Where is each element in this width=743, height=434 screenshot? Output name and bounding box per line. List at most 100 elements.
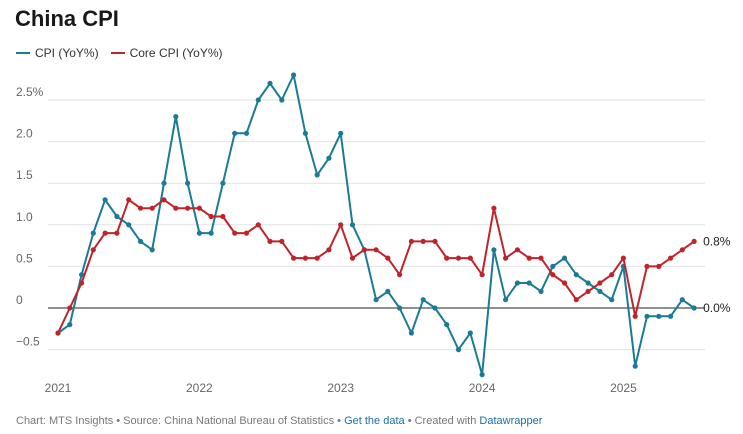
data-point bbox=[385, 255, 391, 261]
y-tick-label: −0.5 bbox=[16, 335, 40, 349]
data-point bbox=[161, 197, 167, 203]
data-point bbox=[373, 297, 379, 303]
data-point bbox=[314, 255, 320, 261]
data-point bbox=[691, 238, 697, 244]
footer: Chart: MTS Insights • Source: China Nati… bbox=[16, 415, 542, 427]
data-point bbox=[102, 230, 108, 236]
data-point bbox=[137, 238, 144, 244]
data-point bbox=[349, 255, 356, 261]
y-tick-label: 1.5 bbox=[16, 168, 33, 182]
data-point bbox=[267, 80, 273, 86]
footer-source: Chart: MTS Insights • Source: China Nati… bbox=[16, 415, 342, 427]
data-point bbox=[514, 280, 521, 286]
data-point bbox=[102, 197, 108, 203]
get-data-link[interactable]: Get the data bbox=[344, 415, 405, 427]
data-point bbox=[220, 180, 226, 186]
data-point bbox=[408, 238, 414, 244]
data-point bbox=[585, 280, 591, 286]
legend-label-cpi: CPI (YoY%) bbox=[35, 46, 99, 60]
data-point bbox=[573, 297, 579, 303]
datawrapper-link[interactable]: Datawrapper bbox=[479, 415, 543, 427]
data-point bbox=[609, 272, 615, 278]
data-point bbox=[432, 238, 438, 244]
y-tick-label: 2.0 bbox=[16, 127, 33, 141]
data-point bbox=[90, 247, 96, 253]
data-point bbox=[137, 205, 144, 211]
chart-title: China CPI bbox=[15, 6, 119, 31]
data-point bbox=[444, 255, 450, 261]
data-point bbox=[126, 197, 132, 203]
data-point bbox=[385, 288, 391, 294]
data-point bbox=[90, 230, 96, 236]
data-point bbox=[467, 255, 473, 261]
y-tick-label: 0.5 bbox=[16, 251, 33, 265]
data-point bbox=[644, 313, 650, 319]
data-point bbox=[420, 297, 426, 303]
legend-swatch-cpi bbox=[16, 52, 30, 54]
data-point bbox=[573, 272, 579, 278]
data-point bbox=[185, 180, 191, 186]
data-point bbox=[302, 130, 308, 136]
data-point bbox=[526, 280, 532, 286]
data-point bbox=[479, 272, 485, 278]
data-point bbox=[620, 255, 627, 261]
data-point bbox=[243, 230, 250, 236]
y-tick-label: 2.5% bbox=[16, 85, 44, 99]
data-point bbox=[114, 230, 120, 236]
data-point bbox=[538, 288, 544, 294]
data-point bbox=[326, 247, 332, 253]
data-point bbox=[291, 255, 297, 261]
data-point bbox=[668, 255, 674, 261]
data-point bbox=[538, 255, 544, 261]
end-label-cpi: 0.0% bbox=[703, 301, 731, 315]
data-point bbox=[397, 305, 403, 311]
data-point bbox=[585, 288, 591, 294]
data-point bbox=[232, 130, 238, 136]
data-point bbox=[267, 238, 273, 244]
data-point bbox=[632, 363, 638, 369]
data-point bbox=[79, 280, 85, 286]
data-point bbox=[679, 247, 685, 253]
data-point bbox=[503, 297, 509, 303]
data-point bbox=[291, 72, 297, 78]
legend-item-core-cpi: Core CPI (YoY%) bbox=[110, 46, 223, 60]
data-point bbox=[420, 238, 426, 244]
data-point bbox=[550, 272, 556, 278]
data-point bbox=[149, 205, 155, 211]
data-point bbox=[491, 247, 497, 253]
data-point bbox=[479, 372, 485, 378]
data-point bbox=[185, 205, 191, 211]
data-point bbox=[679, 297, 685, 303]
legend-label-core-cpi: Core CPI (YoY%) bbox=[129, 46, 223, 60]
data-point bbox=[55, 330, 61, 336]
data-point bbox=[668, 313, 674, 319]
data-point bbox=[67, 305, 73, 311]
data-point bbox=[644, 263, 650, 269]
x-tick-label: 2024 bbox=[469, 381, 496, 395]
y-tick-label: 1.0 bbox=[16, 210, 33, 224]
data-point bbox=[232, 230, 238, 236]
data-point bbox=[173, 114, 179, 120]
data-point bbox=[503, 255, 509, 261]
data-point bbox=[255, 97, 261, 103]
data-point bbox=[656, 313, 662, 319]
data-point bbox=[196, 205, 202, 211]
data-point bbox=[408, 330, 414, 336]
data-point bbox=[255, 222, 261, 228]
data-point bbox=[561, 280, 568, 286]
data-point bbox=[609, 297, 615, 303]
data-point bbox=[373, 247, 379, 253]
data-point bbox=[432, 305, 438, 311]
data-point bbox=[632, 313, 638, 319]
data-point bbox=[114, 213, 120, 220]
data-point bbox=[561, 255, 568, 261]
data-point bbox=[208, 230, 214, 236]
data-point bbox=[161, 180, 167, 186]
data-point bbox=[338, 130, 344, 136]
data-point bbox=[326, 155, 332, 161]
data-point bbox=[455, 255, 462, 261]
data-point bbox=[208, 213, 214, 220]
data-point bbox=[444, 322, 450, 328]
y-tick-label: 0 bbox=[16, 293, 23, 307]
data-point bbox=[149, 247, 155, 253]
